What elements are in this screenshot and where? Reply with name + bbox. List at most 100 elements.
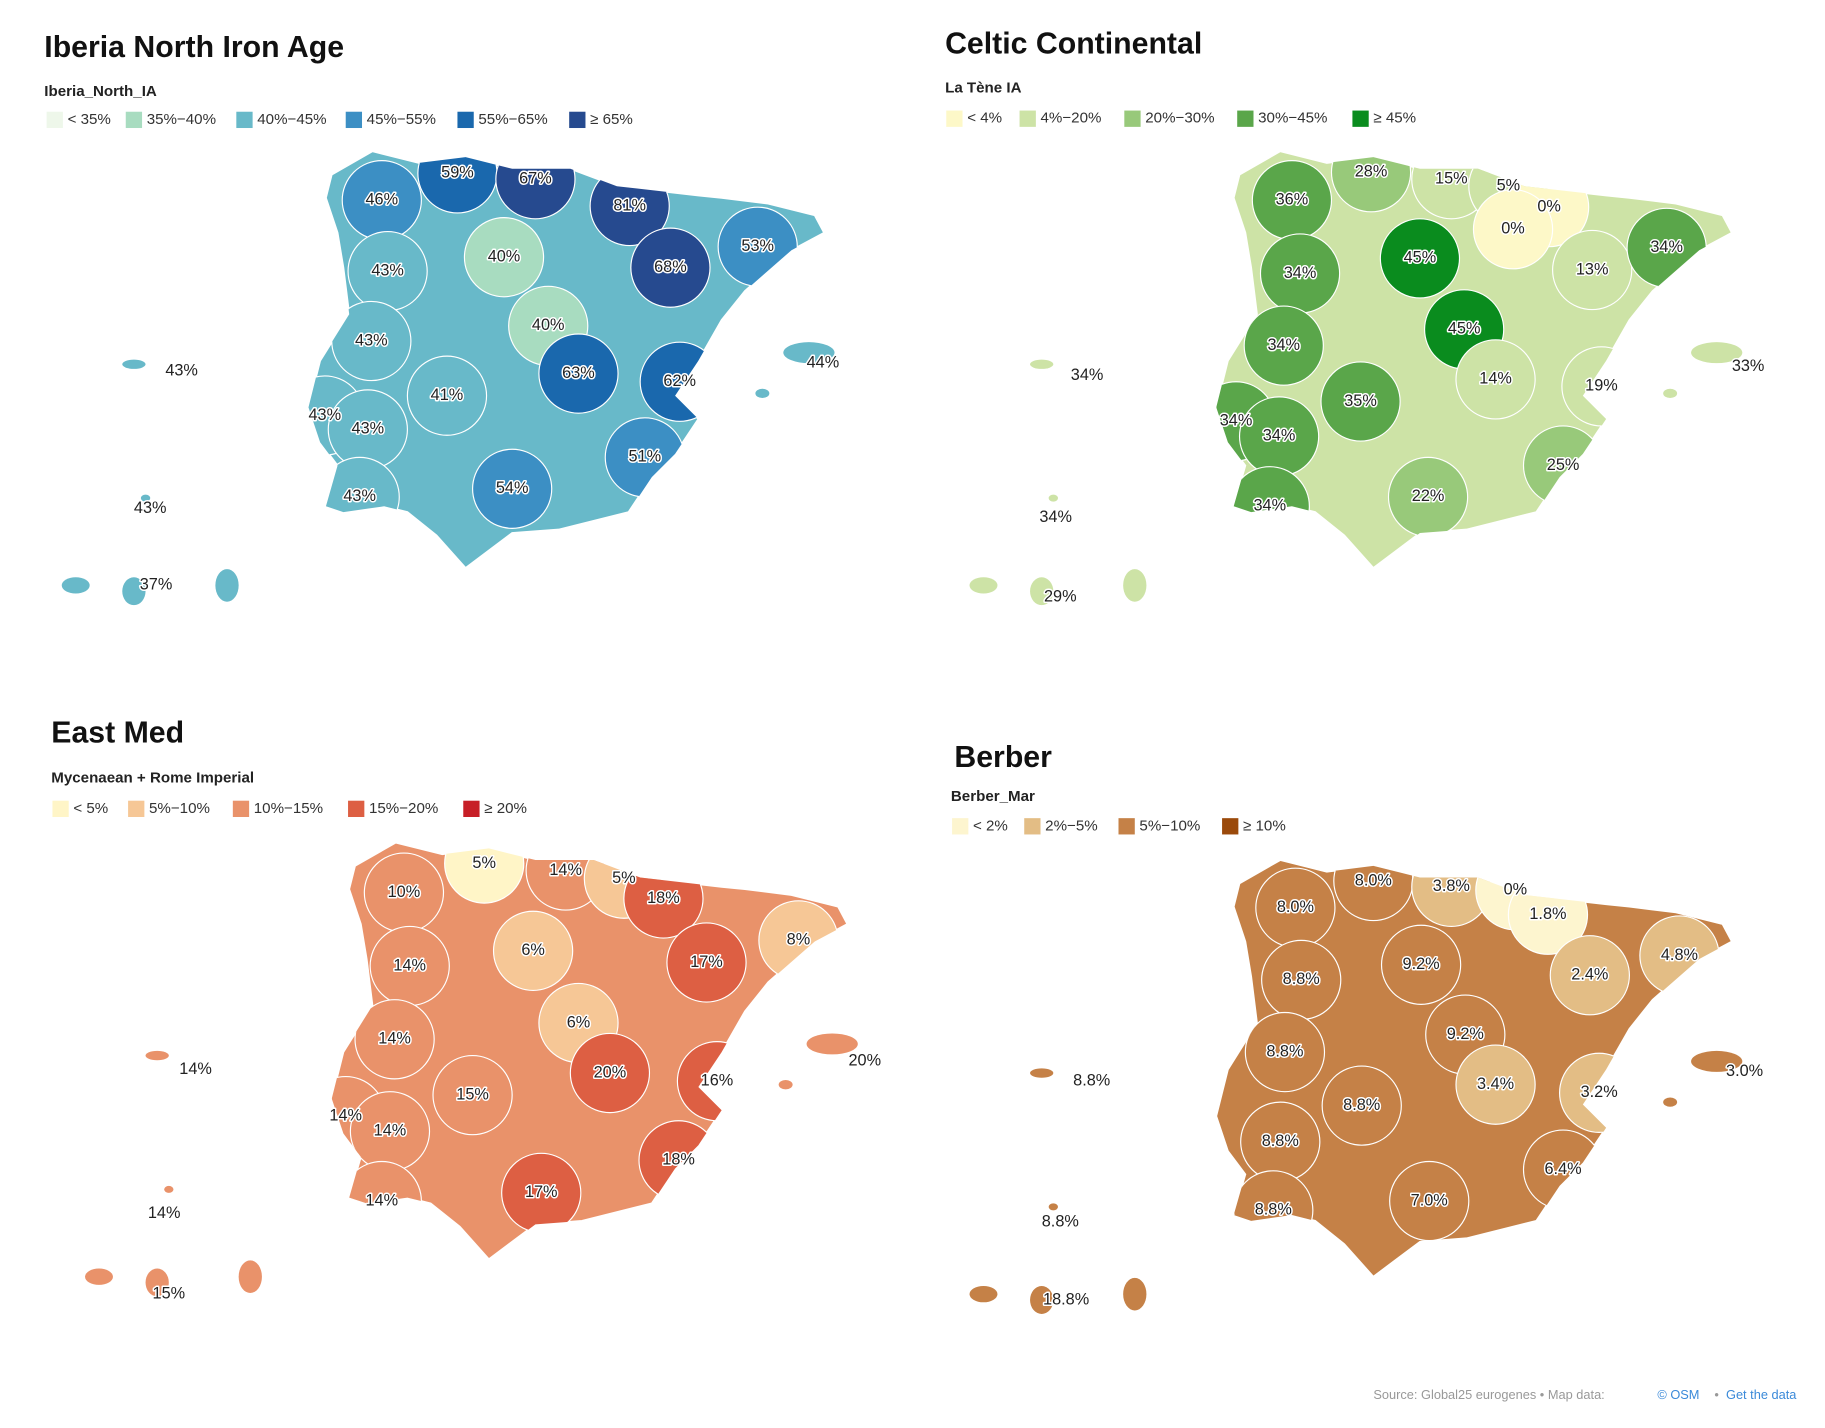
region-label: 14% <box>393 956 426 974</box>
island <box>1048 494 1058 502</box>
region-label: 8.8% <box>1262 1132 1299 1150</box>
region-label: 18% <box>647 889 680 907</box>
region-label: 37% <box>140 576 173 594</box>
island <box>140 494 151 502</box>
region-label: 8.8% <box>1073 1071 1110 1089</box>
region-label: 43% <box>352 420 385 438</box>
region-label: 6% <box>521 941 545 959</box>
legend-label: < 35% <box>68 111 111 128</box>
island <box>1691 1050 1743 1072</box>
region-label: 14% <box>329 1106 362 1124</box>
legend-title: Mycenaean + Rome Imperial <box>51 770 254 787</box>
legend-label: ≥ 10% <box>1243 817 1286 834</box>
region <box>1549 935 1630 1016</box>
island <box>61 577 90 594</box>
legend-label: 45%−55% <box>367 111 436 128</box>
region-label: 44% <box>807 353 840 371</box>
island <box>1123 569 1147 602</box>
region-label: 4.8% <box>1661 946 1698 964</box>
legend-swatch <box>569 111 586 129</box>
region-label: 46% <box>366 190 399 208</box>
region-label: 0% <box>1537 197 1561 215</box>
region <box>1244 1011 1326 1093</box>
region-label: 54% <box>496 479 529 497</box>
region <box>354 999 435 1080</box>
osm-link[interactable]: © OSM <box>1657 1387 1699 1402</box>
region-label: 68% <box>654 258 687 276</box>
region-label: 15% <box>456 1085 489 1103</box>
region-label: 34% <box>1220 412 1253 430</box>
island <box>1030 1068 1054 1078</box>
region-label: 34% <box>1284 264 1317 282</box>
region-label: 3.2% <box>1581 1083 1618 1101</box>
legend-label: 10%−15% <box>254 800 323 817</box>
region <box>1380 924 1462 1005</box>
region-label: 34% <box>1267 336 1300 354</box>
island <box>778 1080 793 1090</box>
legend-label: < 4% <box>967 110 1002 127</box>
region-label: 10% <box>388 883 421 901</box>
region-label: 16% <box>701 1071 734 1089</box>
map <box>85 841 858 1297</box>
region-label: 8.0% <box>1355 871 1392 889</box>
legend-label: < 2% <box>973 817 1008 834</box>
region-label: 43% <box>355 331 388 349</box>
legend-swatch <box>1124 110 1141 127</box>
legend-label: 4%−20% <box>1041 110 1102 127</box>
region-label: 3.8% <box>1433 877 1470 895</box>
region <box>1321 1065 1402 1146</box>
legend-label: 15%−20% <box>369 800 438 817</box>
region-label: 14% <box>1479 370 1512 388</box>
region-label: 8.0% <box>1277 898 1314 916</box>
island <box>1663 1097 1678 1107</box>
region-label: 34% <box>1039 508 1072 526</box>
legend-label: ≥ 20% <box>484 800 527 817</box>
region-label: 62% <box>663 372 696 390</box>
region-label: 9.2% <box>1447 1025 1484 1043</box>
island <box>969 1286 998 1303</box>
region-label: 20% <box>594 1063 627 1081</box>
region <box>1552 229 1633 311</box>
region-label: 3.0% <box>1726 1062 1763 1080</box>
map-title: East Med <box>51 716 184 749</box>
region-label: 45% <box>1404 249 1437 267</box>
legend-label: 20%−30% <box>1145 110 1214 127</box>
region-label: 8.8% <box>1283 970 1320 988</box>
region-label: 5% <box>1497 177 1521 195</box>
region-label: 43% <box>371 261 404 279</box>
region-label: 5% <box>612 869 636 887</box>
region-label: 20% <box>848 1052 881 1070</box>
region-label: 63% <box>562 364 595 382</box>
island <box>238 1260 262 1293</box>
legend-swatch <box>952 818 969 835</box>
region-label: 9.2% <box>1403 955 1440 973</box>
region-label: 41% <box>431 386 464 404</box>
region-label: 8.8% <box>1255 1201 1292 1219</box>
region <box>630 227 711 308</box>
region-label: 40% <box>488 247 521 265</box>
legend-label: 2%−5% <box>1045 817 1097 834</box>
region-label: 33% <box>1732 357 1765 375</box>
get-data-link[interactable]: Get the data <box>1726 1387 1797 1402</box>
region <box>1243 305 1324 386</box>
island <box>1048 1203 1058 1211</box>
region-label: 35% <box>1344 392 1377 410</box>
region-label: 34% <box>1650 238 1683 256</box>
region-label: 6.4% <box>1545 1160 1582 1178</box>
legend-title: Berber_Mar <box>951 788 1035 805</box>
map <box>969 859 1743 1314</box>
separator: • <box>1714 1387 1718 1402</box>
legend-swatch <box>463 800 480 817</box>
region-label: 15% <box>1435 170 1468 188</box>
island <box>145 1050 169 1061</box>
region-label: 25% <box>1547 456 1580 474</box>
region-label: 15% <box>153 1284 186 1302</box>
region-label: 43% <box>343 487 376 505</box>
legend-swatch <box>1118 818 1135 835</box>
legend-swatch <box>348 800 365 817</box>
island <box>969 577 998 594</box>
legend-label: 5%−10% <box>149 800 210 817</box>
legend-swatch <box>232 800 250 817</box>
region-label: 3.4% <box>1477 1075 1514 1093</box>
